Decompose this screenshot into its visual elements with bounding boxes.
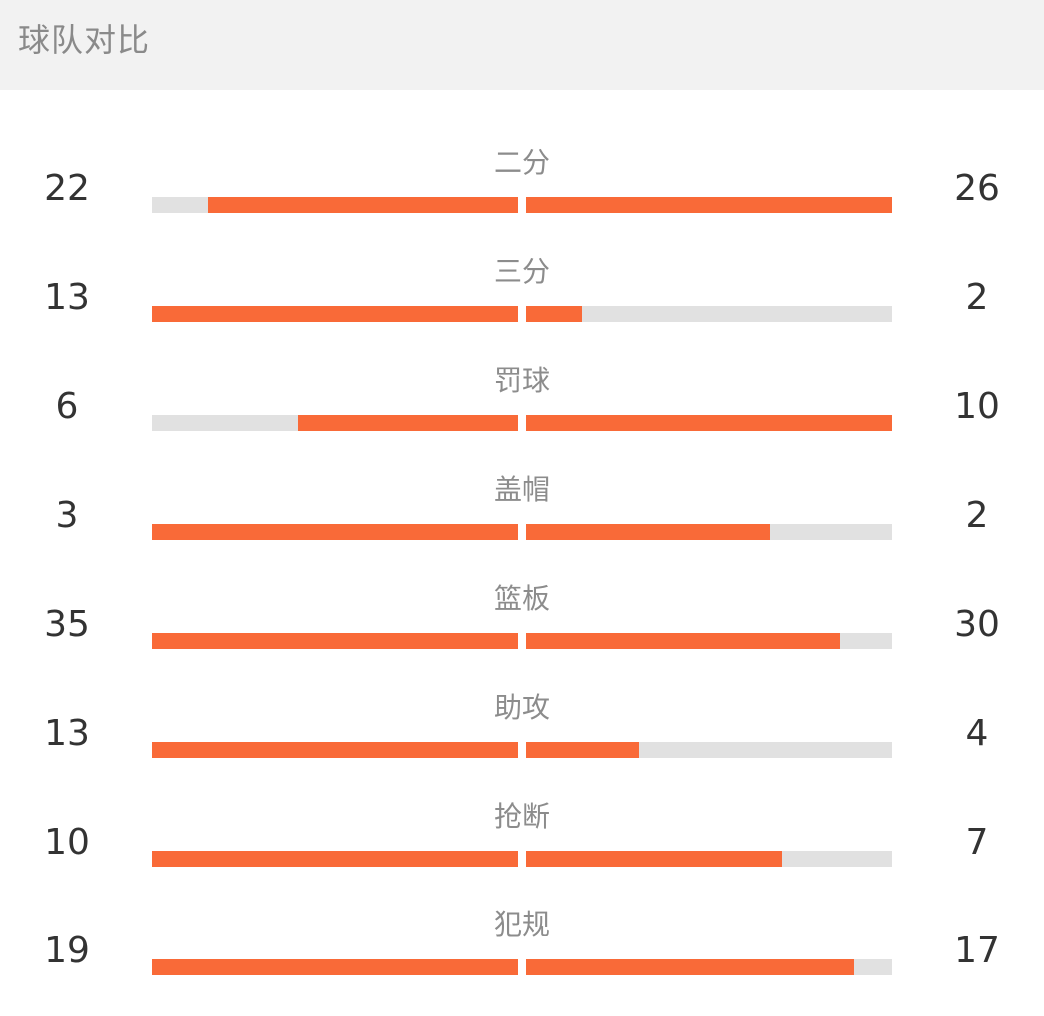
home-value: 3: [55, 495, 79, 536]
home-bar-track: [152, 959, 518, 975]
home-bar-track: [152, 524, 518, 540]
away-value: 4: [965, 713, 989, 754]
stat-label: 三分: [493, 255, 550, 288]
stat-row: 罚球 6 10: [0, 363, 1044, 472]
stat-label: 犯规: [493, 908, 550, 941]
home-value: 13: [44, 713, 90, 754]
stat-row: 篮板 35 30: [0, 581, 1044, 690]
away-bar-fill: [526, 851, 783, 867]
header-bar: 球队对比: [0, 0, 1044, 90]
away-bar-fill: [526, 197, 892, 213]
stat-row: 助攻 13 4: [0, 690, 1044, 799]
home-bar-track: [152, 197, 518, 213]
home-value: 13: [44, 277, 90, 318]
away-bar-fill: [526, 306, 583, 322]
away-bar-track: [526, 197, 892, 213]
away-bar-fill: [526, 633, 840, 649]
home-bar-fill: [152, 742, 518, 758]
away-bar-track: [526, 633, 892, 649]
away-bar-fill: [526, 415, 892, 431]
away-bar-track: [526, 306, 892, 322]
home-bar-fill: [152, 306, 518, 322]
home-bar-fill: [152, 633, 518, 649]
away-value: 10: [954, 386, 1000, 427]
away-value: 2: [965, 277, 989, 318]
home-bar-fill: [152, 851, 518, 867]
home-bar-track: [152, 742, 518, 758]
home-bar-track: [152, 851, 518, 867]
stat-label: 罚球: [493, 364, 550, 397]
home-bar-track: [152, 633, 518, 649]
away-bar-fill: [526, 742, 639, 758]
home-bar-fill: [152, 524, 518, 540]
stat-label: 盖帽: [493, 473, 550, 506]
stat-row: 盖帽 3 2: [0, 472, 1044, 581]
home-value: 10: [44, 822, 90, 863]
away-value: 2: [965, 495, 989, 536]
away-value: 30: [954, 604, 1000, 645]
away-bar-track: [526, 415, 892, 431]
away-bar-fill: [526, 959, 854, 975]
home-value: 6: [55, 386, 79, 427]
home-value: 22: [44, 168, 90, 209]
home-value: 35: [44, 604, 90, 645]
stat-row: 犯规 19 17: [0, 907, 1044, 1016]
page-title: 球队对比: [18, 21, 151, 59]
away-bar-track: [526, 524, 892, 540]
home-bar-fill: [152, 959, 518, 975]
home-bar-track: [152, 306, 518, 322]
away-bar-track: [526, 851, 892, 867]
away-value: 26: [954, 168, 1000, 209]
away-bar-track: [526, 742, 892, 758]
stat-row: 三分 13 2: [0, 254, 1044, 363]
home-bar-fill: [298, 415, 518, 431]
away-bar-fill: [526, 524, 771, 540]
stat-row: 抢断 10 7: [0, 799, 1044, 908]
stat-label: 二分: [493, 146, 550, 179]
home-bar-fill: [208, 197, 518, 213]
stat-label: 抢断: [493, 800, 550, 833]
away-value: 7: [965, 822, 989, 863]
home-value: 19: [44, 930, 90, 971]
stat-row: 二分 22 26: [0, 145, 1044, 254]
away-bar-track: [526, 959, 892, 975]
home-bar-track: [152, 415, 518, 431]
stat-label: 助攻: [493, 691, 550, 724]
away-value: 17: [954, 930, 1000, 971]
stat-label: 篮板: [493, 582, 550, 615]
